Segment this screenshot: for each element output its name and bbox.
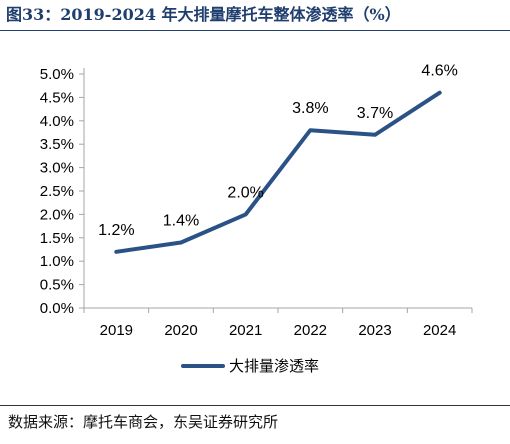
x-axis: 2019 2020 2021 2022 2023 2024 — [83, 307, 473, 339]
legend: 大排量渗透率 — [181, 358, 319, 375]
data-label: 3.8% — [292, 100, 328, 117]
title-divider — [0, 30, 510, 31]
y-tick-label: 0.5% — [40, 277, 74, 294]
y-tick-label: 4.5% — [40, 89, 74, 106]
x-tick-label: 2022 — [294, 322, 327, 339]
data-label: 2.0% — [227, 184, 263, 201]
data-label: 3.7% — [357, 105, 393, 122]
x-tick-label: 2019 — [100, 322, 133, 339]
source-divider — [0, 405, 510, 406]
data-label: 4.6% — [421, 63, 457, 80]
y-tick-label: 1.0% — [40, 253, 74, 270]
source-note: 数据来源：摩托车商会，东吴证券研究所 — [8, 413, 279, 431]
series-line — [114, 90, 442, 254]
y-axis: 0.0% 0.5% 1.0% 1.5% 2.0% 2.5% 3.0% 3.5% 4.0% 4.5%… — [40, 66, 85, 317]
y-tick-label: 3.5% — [40, 136, 74, 153]
line-chart: 0.0% 0.5% 1.0% 1.5% 2.0% 2.5% 3.0% 3.5% 4.0% 4.5%… — [40, 63, 473, 375]
legend-label: 大排量渗透率 — [229, 358, 319, 375]
y-tick-label: 2.0% — [40, 206, 74, 223]
data-label: 1.2% — [98, 222, 134, 239]
x-tick-label: 2020 — [164, 322, 197, 339]
x-tick-label: 2024 — [423, 322, 456, 339]
data-point — [244, 212, 248, 216]
series-group — [114, 90, 442, 254]
figure-title: 图33：2019-2024 年大排量摩托车整体渗透率（%） — [6, 5, 401, 24]
data-point — [373, 133, 377, 137]
x-tick-label: 2023 — [358, 322, 391, 339]
data-point — [179, 240, 183, 244]
y-tick-label: 0.0% — [40, 300, 74, 317]
y-tick-label: 1.5% — [40, 230, 74, 247]
data-point — [438, 91, 442, 95]
y-tick-label: 5.0% — [40, 66, 74, 83]
y-tick-label: 4.0% — [40, 113, 74, 130]
data-point — [308, 128, 312, 132]
data-labels: 1.2% 1.4% 2.0% 3.8% 3.7% 4.6% — [98, 63, 458, 239]
x-axis-ticks: 2019 2020 2021 2022 2023 2024 — [83, 308, 473, 339]
data-label: 1.4% — [163, 212, 199, 229]
x-tick-label: 2021 — [229, 322, 262, 339]
y-axis-ticks: 0.0% 0.5% 1.0% 1.5% 2.0% 2.5% 3.0% 3.5% 4.0% 4.5%… — [40, 66, 84, 317]
y-tick-label: 2.5% — [40, 183, 74, 200]
data-point — [114, 250, 118, 254]
y-tick-label: 3.0% — [40, 160, 74, 177]
